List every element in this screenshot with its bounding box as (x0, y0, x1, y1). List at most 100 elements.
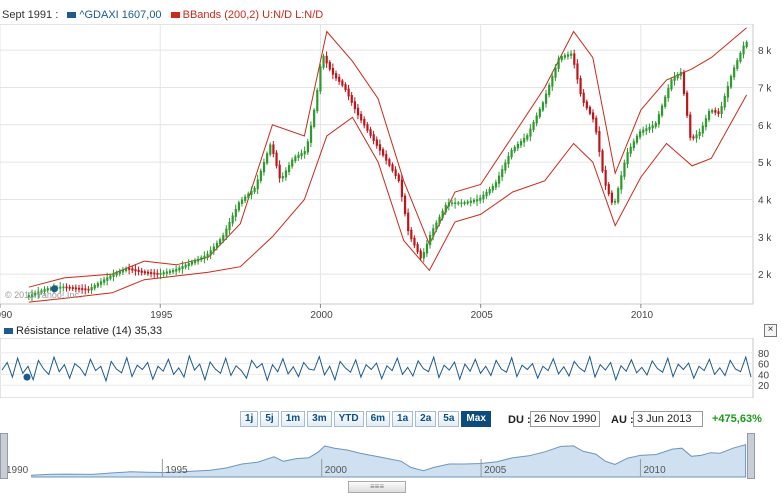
candle-body (472, 199, 476, 203)
range-button-5j[interactable]: 5j (260, 411, 279, 427)
candle-body (535, 115, 538, 124)
candle-body (454, 202, 457, 204)
plot-area (0, 24, 754, 305)
range-button-6m[interactable]: 6m (365, 411, 391, 427)
candle-body (275, 152, 278, 167)
candle-body (429, 235, 432, 245)
candle-body (513, 146, 516, 152)
candle-body (510, 149, 513, 158)
candle-body (375, 139, 378, 146)
candle-body (523, 138, 526, 143)
candle-body (328, 61, 331, 70)
candle-body (244, 196, 247, 201)
candle-body (485, 191, 488, 197)
candle-body (579, 78, 582, 95)
from-date-input[interactable] (530, 411, 600, 427)
candle-body (425, 243, 429, 254)
candle-body (516, 143, 519, 149)
candle-body (657, 114, 661, 125)
candle-body (491, 186, 494, 191)
candle-body (172, 270, 175, 273)
candle-body (309, 125, 313, 143)
candle-body (319, 66, 322, 92)
bband-lower-line (28, 94, 748, 303)
navigator-scrollbar[interactable]: ≡≡≡ (348, 481, 406, 493)
candle-body (541, 102, 545, 111)
y-tick-label: 6 k (758, 121, 772, 132)
candle-body (77, 287, 81, 290)
candle-body (203, 255, 206, 259)
candle-body (504, 162, 507, 171)
candle-body (623, 162, 626, 177)
navigator-tick-label: 2005 (484, 465, 507, 476)
navigator-tick-label: 1995 (165, 465, 188, 476)
candle-body (356, 107, 360, 116)
candle-body (303, 150, 306, 155)
candle-body (557, 58, 560, 69)
range-button-1a[interactable]: 1a (392, 411, 414, 427)
range-button-1m[interactable]: 1m (280, 411, 306, 427)
candle-body (128, 268, 131, 270)
candle-body (717, 111, 720, 114)
candle-body (676, 74, 679, 79)
candle-body (582, 92, 585, 103)
candle-body (190, 261, 194, 265)
candle-body (46, 288, 49, 291)
candle-body (544, 93, 548, 104)
y-tick-label: 7 k (758, 83, 772, 94)
candle-body (385, 154, 388, 161)
legend-date: Sept 1991 : (2, 9, 59, 22)
candle-body (457, 202, 460, 204)
candle-body (140, 270, 143, 273)
candle-body (419, 250, 422, 259)
candle-body (729, 75, 733, 88)
candle-body (450, 202, 454, 204)
candle-body (400, 179, 404, 198)
range-button-ytd[interactable]: YTD (333, 411, 364, 427)
bbands-swatch (170, 12, 180, 19)
close-rsi-button[interactable]: × (764, 324, 777, 337)
navigator-right-handle[interactable] (747, 433, 755, 479)
candle-body (322, 55, 325, 68)
candle-body (736, 60, 739, 69)
candle-body (469, 200, 472, 203)
candle-body (739, 52, 742, 62)
candle-body (360, 113, 363, 121)
candle-body (598, 131, 601, 152)
candle-body (654, 122, 657, 127)
candle-body (686, 92, 689, 116)
candle-body (125, 268, 128, 272)
candle-body (137, 269, 140, 273)
candle-body (610, 192, 614, 203)
candle-body (548, 84, 551, 96)
candle-body (570, 53, 573, 56)
navigator-left-handle[interactable] (0, 433, 8, 479)
range-button-1j[interactable]: 1j (240, 411, 259, 427)
to-date-input[interactable] (633, 411, 703, 427)
range-button-max[interactable]: Max (461, 411, 491, 427)
candle-body (212, 246, 215, 252)
candle-body (49, 287, 52, 290)
candle-body (325, 55, 328, 64)
candle-body (259, 170, 262, 181)
range-selector: 1j 5j 1m 3m YTD 6m 1a 2a 5a Max (240, 411, 493, 427)
candle-body (532, 122, 535, 131)
candle-body (350, 94, 353, 103)
navigator-chart[interactable]: 1990 1995 2000 2005 2010 (3, 433, 754, 479)
candle-body (134, 269, 137, 272)
candle-body (256, 179, 259, 190)
range-button-5a[interactable]: 5a (438, 411, 460, 427)
range-button-2a[interactable]: 2a (415, 411, 437, 427)
candle-body (150, 272, 153, 274)
y-tick-label: 3 k (758, 233, 772, 244)
candle-body (162, 272, 165, 275)
candle-body (635, 135, 639, 143)
candle-body (62, 286, 65, 289)
candle-body (250, 190, 253, 196)
candle-body (494, 182, 498, 188)
candle-body (660, 105, 664, 116)
candle-body (281, 176, 284, 179)
price-chart[interactable]: 8 k 7 k 6 k 5 k 4 k 3 k 2 k 1990 1995 2000 2005 201… (0, 24, 782, 322)
range-button-3m[interactable]: 3m (307, 411, 332, 427)
